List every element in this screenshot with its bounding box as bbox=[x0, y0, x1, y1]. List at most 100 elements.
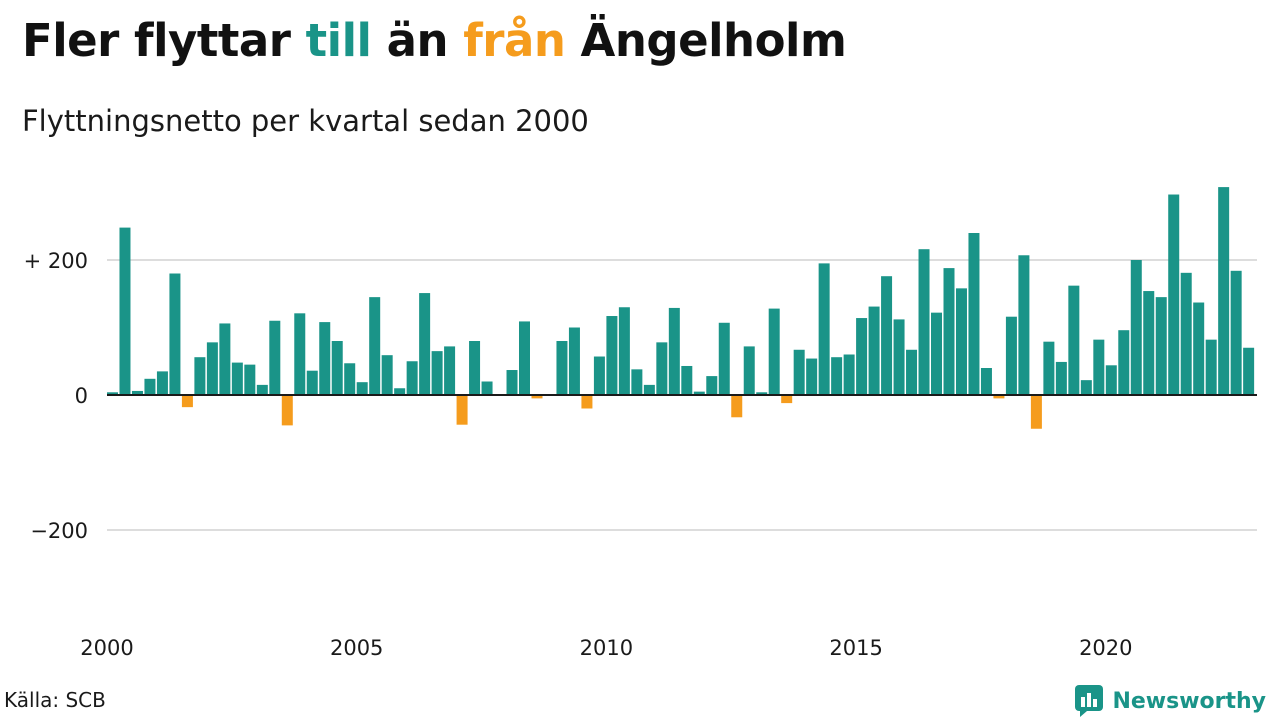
bar bbox=[181, 395, 193, 408]
bar bbox=[344, 363, 356, 395]
bar bbox=[993, 395, 1005, 399]
bar bbox=[431, 351, 443, 396]
bar bbox=[868, 306, 880, 395]
title-part-5: Ängelholm bbox=[565, 14, 847, 67]
bar bbox=[1080, 380, 1092, 395]
bars bbox=[107, 187, 1255, 429]
bar bbox=[693, 391, 705, 396]
bar bbox=[768, 308, 780, 395]
bar bbox=[581, 395, 593, 409]
bar bbox=[593, 356, 605, 395]
bar bbox=[568, 327, 580, 395]
bar bbox=[1018, 255, 1030, 395]
bar bbox=[369, 297, 381, 396]
chart-title: Fler flyttar till än från Ängelholm bbox=[22, 14, 847, 67]
bar bbox=[1193, 302, 1205, 395]
bar bbox=[968, 233, 980, 395]
bar bbox=[1155, 297, 1167, 396]
bar bbox=[918, 249, 930, 395]
bar bbox=[319, 322, 331, 395]
bar bbox=[294, 313, 306, 395]
bar bbox=[706, 376, 718, 395]
bar bbox=[394, 388, 406, 395]
bar bbox=[331, 341, 343, 395]
bar bbox=[1180, 272, 1192, 395]
title-highlight-fran: från bbox=[463, 14, 566, 67]
title-part-1: Fler flyttar bbox=[22, 14, 306, 67]
bar bbox=[806, 358, 818, 395]
chart-subtitle: Flyttningsnetto per kvartal sedan 2000 bbox=[22, 104, 589, 138]
bar bbox=[731, 395, 743, 418]
bar bbox=[506, 370, 518, 395]
y-tick-label: + 200 bbox=[24, 249, 88, 273]
x-tick-label: 2015 bbox=[829, 636, 882, 660]
bar bbox=[356, 382, 368, 396]
bar bbox=[1005, 316, 1017, 395]
bar bbox=[818, 263, 830, 396]
bar bbox=[456, 395, 468, 425]
bar bbox=[206, 342, 218, 395]
bar bbox=[169, 273, 181, 395]
bar bbox=[668, 307, 680, 396]
bar bbox=[793, 349, 805, 395]
bar bbox=[519, 321, 530, 396]
bar bbox=[681, 365, 693, 396]
bar bbox=[831, 357, 843, 395]
bar bbox=[955, 288, 967, 395]
x-tick-label: 2005 bbox=[330, 636, 383, 660]
bar bbox=[631, 369, 643, 395]
bar bbox=[781, 395, 793, 404]
bar bbox=[1105, 365, 1117, 395]
bar bbox=[606, 316, 618, 395]
bar bbox=[256, 384, 268, 396]
title-highlight-till: till bbox=[305, 14, 372, 67]
bar bbox=[1243, 347, 1255, 395]
axis-labels: + 200 0 −200 2000 2005 2010 2015 2020 bbox=[24, 249, 1257, 660]
bar bbox=[1030, 395, 1042, 429]
brand-name: Newsworthy bbox=[1112, 688, 1266, 714]
bar bbox=[656, 342, 668, 395]
bar bbox=[856, 318, 868, 395]
bar bbox=[1143, 291, 1155, 395]
x-tick-label: 2020 bbox=[1079, 636, 1132, 660]
bar bbox=[643, 384, 655, 396]
bar bbox=[1205, 339, 1217, 395]
brand-logo-group: Newsworthy bbox=[1074, 684, 1266, 718]
x-tick-label: 2010 bbox=[580, 636, 633, 660]
bar bbox=[444, 346, 456, 395]
bar bbox=[718, 322, 730, 395]
bar bbox=[1230, 270, 1242, 395]
bar bbox=[281, 395, 293, 426]
bar bbox=[906, 349, 918, 395]
x-tick-label: 2000 bbox=[80, 636, 133, 660]
bar bbox=[219, 323, 231, 395]
bar bbox=[931, 312, 943, 395]
bar bbox=[194, 357, 206, 395]
y-tick-label: −200 bbox=[30, 519, 88, 543]
bar bbox=[269, 320, 281, 395]
bar bbox=[1218, 187, 1230, 395]
bar bbox=[119, 227, 131, 395]
bar bbox=[618, 307, 630, 395]
bar bbox=[881, 276, 893, 395]
bar bbox=[980, 368, 992, 395]
bar bbox=[469, 341, 481, 395]
bar bbox=[531, 395, 543, 399]
bar bbox=[943, 268, 955, 395]
bar bbox=[406, 361, 418, 395]
bar bbox=[1068, 285, 1080, 395]
gridlines bbox=[107, 259, 1257, 531]
bar bbox=[1043, 341, 1055, 396]
bar bbox=[1118, 330, 1130, 395]
bar bbox=[244, 364, 256, 396]
source-label: Källa: SCB bbox=[4, 688, 106, 712]
y-tick-label: 0 bbox=[75, 384, 88, 408]
bar bbox=[893, 319, 905, 395]
bar bbox=[1130, 260, 1142, 395]
bar bbox=[419, 293, 431, 395]
bar bbox=[481, 381, 493, 395]
bar bbox=[843, 354, 855, 395]
bar bbox=[743, 346, 755, 395]
title-part-3: än bbox=[371, 14, 464, 67]
